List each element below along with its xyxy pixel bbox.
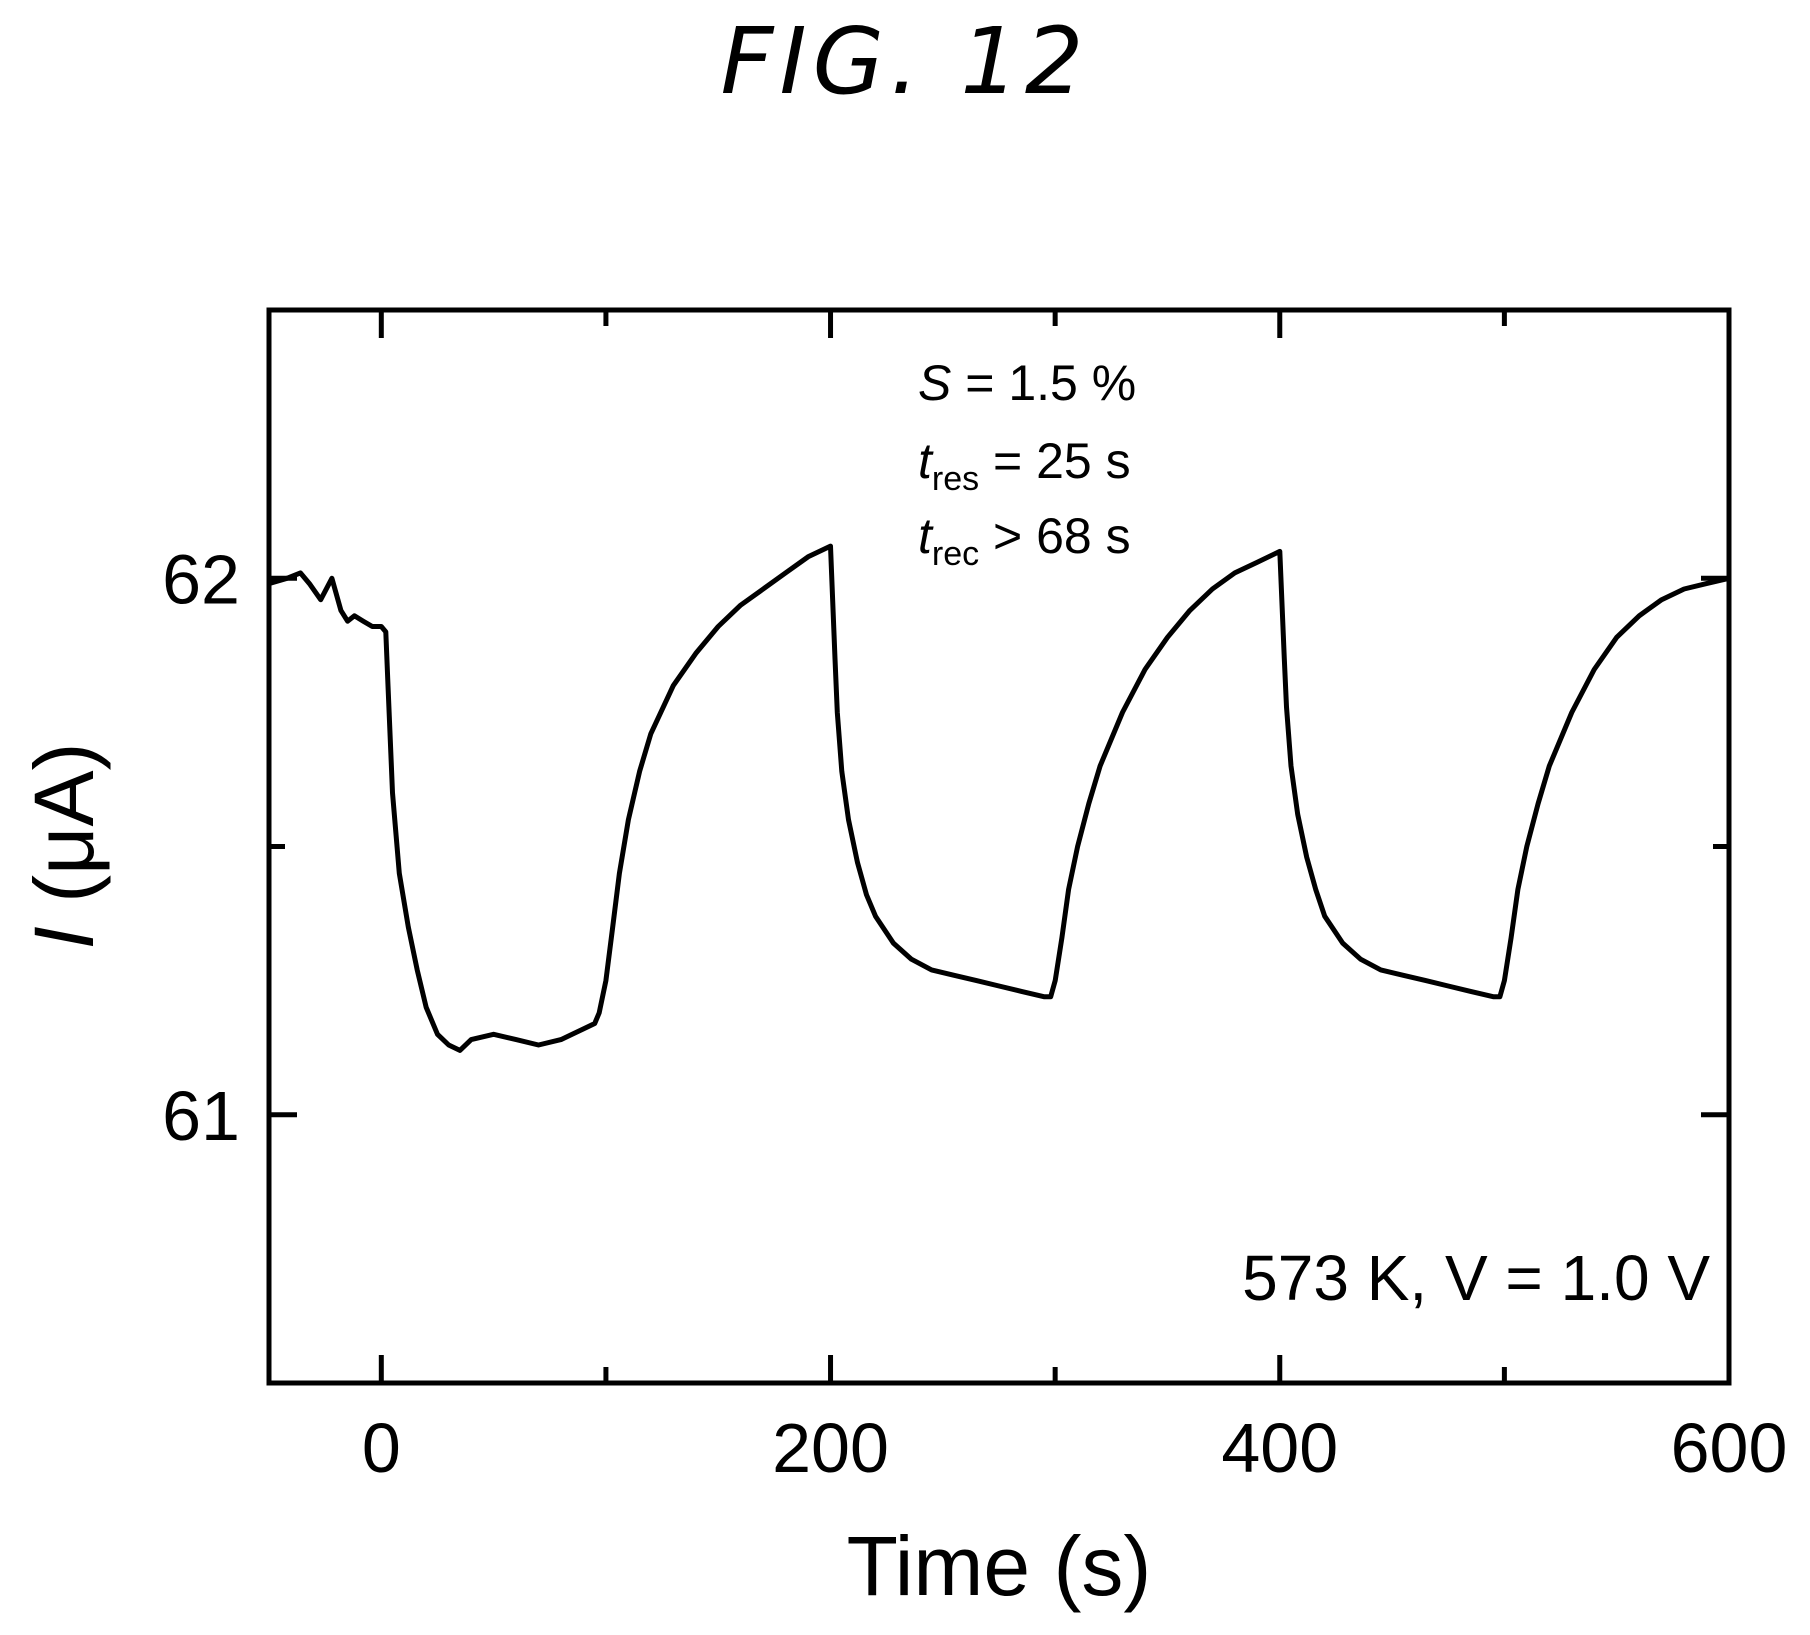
y-axis-unit: (μA): [17, 742, 111, 926]
annotation-s-symbol: S: [918, 355, 951, 411]
figure-title: FIG. 12: [720, 8, 1090, 115]
annotation-s-value: = 1.5 %: [951, 355, 1136, 411]
x-tick-label: 600: [1671, 1409, 1788, 1487]
annotation-s: S = 1.5 %: [918, 355, 1136, 411]
x-tick-label: 400: [1221, 1409, 1338, 1487]
annotation-t-rec-sub: rec: [932, 535, 979, 573]
y-tick-labels: 61 62: [162, 540, 240, 1155]
y-tick-label: 61: [162, 1077, 240, 1155]
series-line: [266, 543, 1732, 1053]
annotation-t-res-symbol: t: [918, 433, 934, 489]
annotation-t-rec-symbol: t: [918, 508, 934, 564]
x-tick-labels: 0 200 400 600: [362, 1409, 1788, 1487]
x-tick-label: 200: [772, 1409, 889, 1487]
annotation-t-rec-value: > 68 s: [979, 508, 1131, 564]
y-axis-label: I (μA): [17, 742, 111, 949]
y-tick-label: 62: [162, 540, 240, 618]
axis-ticks: [269, 310, 1732, 1383]
x-axis-label: Time (s): [847, 1519, 1152, 1613]
y-axis-symbol: I: [17, 926, 111, 949]
annotation-conditions: 573 K, V = 1.0 V: [1242, 1242, 1710, 1314]
annotation-t-res: tres = 25 s: [918, 433, 1131, 498]
annotation-t-res-value: = 25 s: [979, 433, 1131, 489]
annotation-t-rec: trec > 68 s: [918, 508, 1131, 573]
x-tick-label: 0: [362, 1409, 401, 1487]
annotation-t-res-sub: res: [932, 460, 979, 498]
